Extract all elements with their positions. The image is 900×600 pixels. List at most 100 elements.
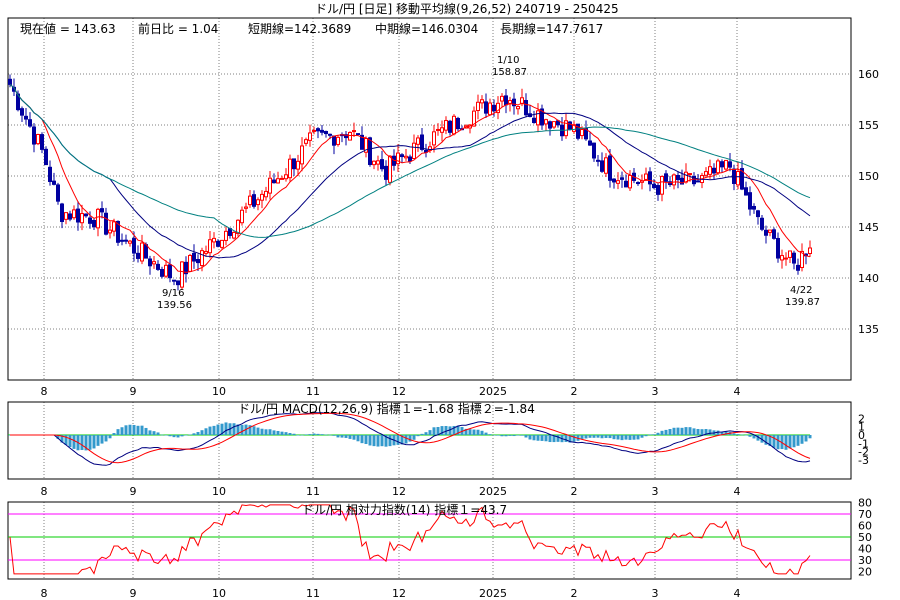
candle-body <box>492 104 496 112</box>
candle-body <box>256 199 260 206</box>
month-label: 12 <box>392 485 406 498</box>
macd-histogram-bar <box>208 426 212 435</box>
candle-body <box>168 264 172 279</box>
month-label: 2 <box>571 587 578 600</box>
candle-body <box>92 219 96 228</box>
macd-histogram-bar <box>260 428 264 435</box>
macd-histogram-bar <box>288 432 292 435</box>
candle-body <box>432 131 436 146</box>
candle-body <box>592 142 596 159</box>
candle-body <box>420 134 424 150</box>
candle-body <box>444 120 448 131</box>
month-label: 9 <box>130 485 137 498</box>
candle-body <box>88 217 92 224</box>
macd-histogram-bar <box>216 424 220 435</box>
macd-series <box>8 412 812 466</box>
annotation-low2-date: 4/22 <box>790 285 812 296</box>
candle-body <box>416 137 420 145</box>
candle-body <box>760 217 764 230</box>
macd-histogram-bar <box>488 434 492 435</box>
macd-histogram-bar <box>264 429 268 435</box>
macd-histogram-bar <box>556 435 560 442</box>
candle-body <box>436 128 440 131</box>
candle-body <box>380 159 384 170</box>
candle-body <box>596 159 600 162</box>
macd-histogram-bar <box>644 435 648 437</box>
macd-histogram-bar <box>316 433 320 435</box>
macd-histogram-bar <box>104 435 108 442</box>
candle-body <box>780 255 784 261</box>
month-label: 3 <box>652 587 659 600</box>
month-label: 4 <box>734 385 741 398</box>
macd-histogram-bar <box>784 435 788 450</box>
candle-body <box>244 206 248 209</box>
candle-body <box>236 219 240 234</box>
rsi-tick-label: 40 <box>858 543 872 556</box>
candle-body <box>388 155 392 183</box>
month-label: 10 <box>212 485 226 498</box>
macd-histogram-bar <box>660 430 664 435</box>
candle-body <box>120 239 124 242</box>
macd-histogram-bar <box>320 434 324 435</box>
candle-body <box>624 180 628 188</box>
month-label: 8 <box>41 587 48 600</box>
candle-body <box>224 230 228 241</box>
candle-body <box>720 161 724 168</box>
macd-histogram-bar <box>400 435 404 445</box>
macd-histogram-bar <box>56 435 60 439</box>
candle-body <box>496 102 500 114</box>
rsi-tick-label: 30 <box>858 554 872 567</box>
candle-body <box>688 173 692 176</box>
macd-histogram-bar <box>404 435 408 444</box>
macd-histogram-bar <box>328 434 332 436</box>
candle-body <box>536 110 540 126</box>
candle-body <box>348 131 352 141</box>
axis-labels: 1601551501451401358889991010101111111212… <box>41 68 880 600</box>
month-label: 2025 <box>479 385 507 398</box>
candle-body <box>284 174 288 180</box>
macd-histogram-bar <box>480 430 484 435</box>
macd-histogram-bar <box>580 435 584 439</box>
gridlines <box>8 18 851 579</box>
candle-body <box>176 280 180 286</box>
rsi-tick-label: 60 <box>858 520 872 533</box>
candle-body <box>220 239 224 248</box>
candle-body <box>316 128 320 132</box>
candle-body <box>772 229 776 239</box>
macd-histogram-bar <box>472 429 476 435</box>
macd-tick-label: -3 <box>858 454 869 467</box>
macd-histogram-bar <box>680 427 684 435</box>
candle-body <box>272 179 276 184</box>
candle-body <box>152 261 156 265</box>
macd-histogram-bar <box>312 433 316 435</box>
candle-body <box>800 250 804 268</box>
macd-histogram-bar <box>664 429 668 435</box>
macd-histogram-bar <box>800 435 804 444</box>
macd-histogram-bar <box>192 433 196 435</box>
rsi-tick-label: 50 <box>858 531 872 544</box>
macd-histogram-bar <box>696 429 700 435</box>
price-tick-label: 145 <box>858 221 879 234</box>
macd-histogram-bar <box>672 427 676 435</box>
candle-body <box>308 132 312 141</box>
candle-body <box>604 157 608 174</box>
candle-body <box>404 155 408 159</box>
candle-body <box>360 134 364 150</box>
macd-histogram-bar <box>168 435 172 437</box>
candle-body <box>208 239 212 254</box>
price-tick-label: 155 <box>858 119 879 132</box>
candle-body <box>396 152 400 165</box>
candle-body <box>784 257 788 260</box>
candle-body <box>728 161 732 168</box>
macd-histogram-bar <box>380 435 384 447</box>
candle-body <box>228 228 232 236</box>
candle-body <box>620 177 624 180</box>
macd-histogram-bar <box>300 434 304 436</box>
candle-body <box>552 121 556 128</box>
candle-body <box>48 166 52 182</box>
macd-histogram-bar <box>652 434 656 435</box>
candle-body <box>24 115 28 120</box>
macd-histogram-bar <box>124 425 128 435</box>
candle-body <box>788 250 792 258</box>
macd-histogram-bar <box>724 431 728 435</box>
